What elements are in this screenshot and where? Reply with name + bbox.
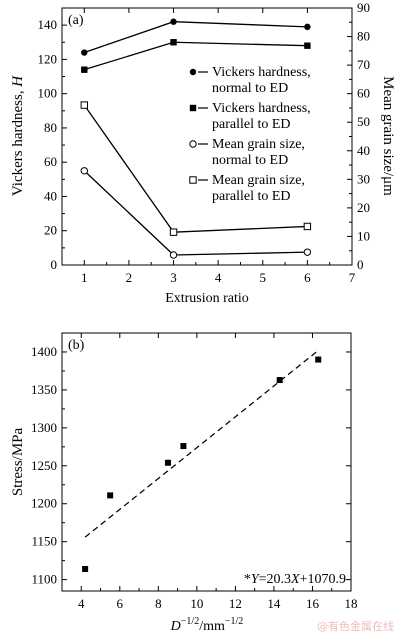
data-point-series-1 [304,23,311,31]
y-axis-label-right-a: Mean grain size/μm [380,76,396,196]
x-tick-label-a: 5 [260,270,267,285]
data-point-series-2 [170,39,177,46]
y-tick-label-right-a: 50 [357,114,370,129]
x-tick-label-a: 4 [215,270,222,285]
x-tick-label-a: 1 [81,270,88,285]
data-point-series-3 [169,251,178,259]
x-axis-label-a: Extrusion ratio [165,291,249,306]
fit-line [84,349,319,538]
x-tick-label-b: 16 [306,596,320,611]
y-tick-label-right-a: 30 [357,171,370,186]
data-point-b [180,443,187,450]
y-axis-label-left-a: Vickers hardness, H [10,75,26,196]
data-point-series-4 [303,222,312,231]
x-tick-label-a: 6 [304,270,311,285]
series-line-1 [84,21,308,54]
data-point-series-4 [80,101,89,109]
y-tick-label-left-a: 80 [44,120,57,135]
y-tick-label-right-a: 90 [357,0,370,15]
x-tick-label-b: 4 [78,596,85,611]
y-tick-label-right-a: 60 [357,86,370,101]
y-tick-label-right-a: 70 [357,57,370,72]
legend-marker-1 [189,68,197,76]
y-tick-label-left-a: 60 [44,154,57,169]
panel-label-a: (a) [68,13,84,28]
panel-label-b: (b) [68,338,85,353]
data-point-b [276,377,283,384]
plot-frame-b [61,332,352,592]
watermark: @有色金属在线 [317,620,394,633]
legend-entry-2: Vickers hardness, parallel to ED [212,101,311,132]
x-tick-label-b: 10 [190,596,203,611]
legend-entry-4: Mean grain size, parallel to ED [212,173,305,204]
data-point-b [164,459,171,466]
legend-marker-4 [189,176,197,184]
data-point-b [107,492,114,499]
y-tick-label-right-a: 10 [357,228,370,243]
x-tick-label-b: 8 [155,596,162,611]
fit-equation: *Y=20.3X+1070.9 [244,572,346,587]
y-tick-label-left-a: 0 [51,257,58,272]
y-tick-label-right-a: 40 [357,143,370,158]
legend-marker-3 [189,140,197,148]
data-point-series-2 [304,42,311,49]
x-tick-label-a: 3 [170,270,177,285]
x-tick-label-b: 12 [229,596,242,611]
y-tick-label-left-a: 140 [38,17,58,32]
y-tick-label-right-a: 80 [357,29,370,44]
data-point-series-4 [169,228,178,236]
data-point-series-1 [81,49,88,56]
y-tick-label-b: 1350 [31,382,57,397]
legend-marker-2 [189,104,197,112]
y-tick-label-b: 1200 [31,496,57,511]
y-tick-label-right-a: 20 [357,200,370,215]
x-tick-label-a: 2 [126,270,133,285]
y-tick-label-left-a: 120 [38,51,58,66]
y-tick-label-left-a: 40 [44,188,57,203]
x-tick-label-b: 6 [117,596,124,611]
x-axis-label-b: D−1/2/mm−1/2 [170,616,244,634]
chart-b: (b) 4 6 8 10 12 14 16 18 1100 1150 1200 1250 1300 13… [10,332,358,634]
y-tick-label-left-a: 100 [38,86,58,101]
y-tick-label-b: 1400 [31,344,57,359]
data-point-b [82,565,89,572]
y-tick-label-b: 1250 [31,458,57,473]
y-tick-label-right-a: 0 [357,257,364,272]
y-axis-label-b: Stress/MPa [10,427,26,496]
y-tick-label-left-a: 20 [44,223,57,238]
data-point-series-2 [81,66,88,73]
y-tick-label-b: 1100 [31,572,57,587]
x-tick-label-a: 7 [349,270,356,285]
y-tick-label-b: 1300 [31,420,57,435]
y-tick-label-b: 1150 [31,534,57,549]
legend-entry-3: Mean grain size, normal to ED [212,137,305,168]
x-tick-label-b: 18 [345,596,358,611]
legend-entry-1: Vickers hardness, normal to ED [212,65,311,96]
x-tick-label-b: 14 [267,596,281,611]
chart-a: (a) 1 2 3 4 5 6 7 0 20 40 60 80 100 120 140 0 10 20 30 40… [10,0,396,306]
data-point-b [315,356,322,363]
data-point-series-3 [303,248,312,256]
data-point-series-3 [80,167,89,175]
data-point-series-1 [170,18,177,25]
